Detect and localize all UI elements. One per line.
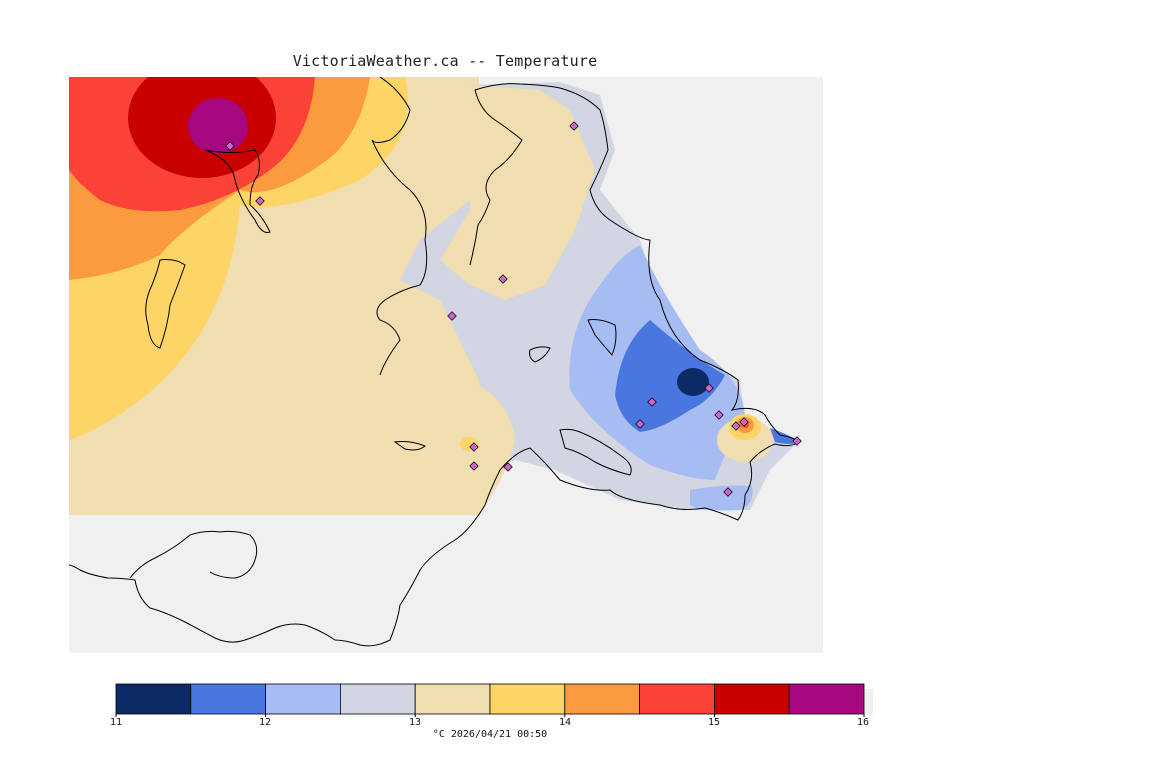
legend-swatch [190,683,267,715]
station-marker[interactable] [739,417,749,427]
station-marker[interactable] [731,421,741,431]
station-marker[interactable] [569,121,579,131]
station-marker[interactable] [498,274,508,284]
legend-tick: 15 [707,717,721,728]
station-marker[interactable] [469,461,479,471]
legend-unit: °C [432,729,445,740]
station-marker[interactable] [714,410,724,420]
station-marker[interactable] [469,442,479,452]
coastline [69,77,801,647]
legend-tick: 11 [109,717,123,728]
legend-swatch [414,683,491,715]
station-marker[interactable] [704,383,714,393]
station-marker[interactable] [503,462,513,472]
legend-swatch [788,683,865,715]
station-marker[interactable] [647,397,657,407]
legend-timestamp: 2026/04/21 00:50 [450,729,548,740]
map-title: VictoriaWeather.ca -- Temperature [292,52,598,70]
station-marker[interactable] [792,436,802,446]
legend-swatch [489,683,566,715]
legend-tick: 14 [558,717,572,728]
station-marker[interactable] [723,487,733,497]
legend-swatch [115,683,192,715]
legend-colorbar [115,683,873,717]
legend-tick: 16 [856,717,870,728]
legend-tick: 13 [408,717,422,728]
station-marker[interactable] [255,196,265,206]
east-temperature-field [380,82,800,515]
legend-swatch [564,683,640,715]
legend-swatch [714,683,790,715]
station-marker[interactable] [447,311,457,321]
legend-swatch [265,683,341,715]
legend-caption: °C 2026/04/21 00:50 [0,729,980,740]
west-temperature-field [69,77,479,515]
legend-swatch [339,683,416,715]
legend-tick: 12 [258,717,272,728]
station-markers [225,121,802,497]
station-marker[interactable] [225,141,235,151]
legend-swatch [639,683,715,715]
station-marker[interactable] [635,419,645,429]
